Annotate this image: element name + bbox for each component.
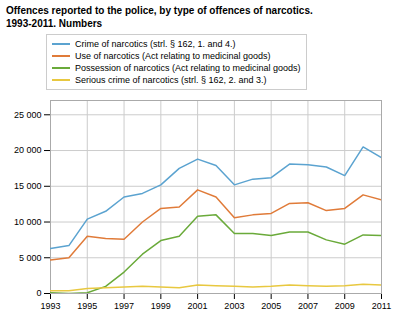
- html-text:Serious crime of narcotics (st: Serious crime of narcotics (strl. § 162,…: [75, 75, 267, 85]
- svg-text:1999: 1999: [151, 301, 171, 311]
- html-text:Offences reported to the polic: Offences reported to the police, by type…: [6, 5, 313, 16]
- svg-text:1993: 1993: [40, 301, 60, 311]
- html-text:Crime of narcotics (strl. § 16: Crime of narcotics (strl. § 162, 1. and …: [75, 39, 236, 49]
- html-text:1993-2011. Numbers: 1993-2011. Numbers: [6, 18, 103, 29]
- svg-text:10 000: 10 000: [14, 217, 42, 227]
- svg-text:1995: 1995: [77, 301, 97, 311]
- svg-text:2011: 2011: [372, 301, 391, 311]
- svg-text:20 000: 20 000: [14, 145, 42, 155]
- svg-text:2009: 2009: [335, 301, 355, 311]
- svg-text:2005: 2005: [261, 301, 281, 311]
- html-text:Possession of narcotics (Act r: Possession of narcotics (Act relating to…: [75, 63, 301, 73]
- svg-text:2007: 2007: [298, 301, 318, 311]
- svg-text:1997: 1997: [114, 301, 134, 311]
- svg-text:5 000: 5 000: [19, 253, 42, 263]
- svg-text:15 000: 15 000: [14, 181, 42, 191]
- svg-text:2003: 2003: [224, 301, 244, 311]
- svg-text:2001: 2001: [188, 301, 208, 311]
- svg-text:0: 0: [36, 288, 41, 298]
- svg-text:25 000: 25 000: [14, 110, 42, 120]
- html-text:Use of narcotics (Act relating: Use of narcotics (Act relating to medici…: [75, 51, 271, 61]
